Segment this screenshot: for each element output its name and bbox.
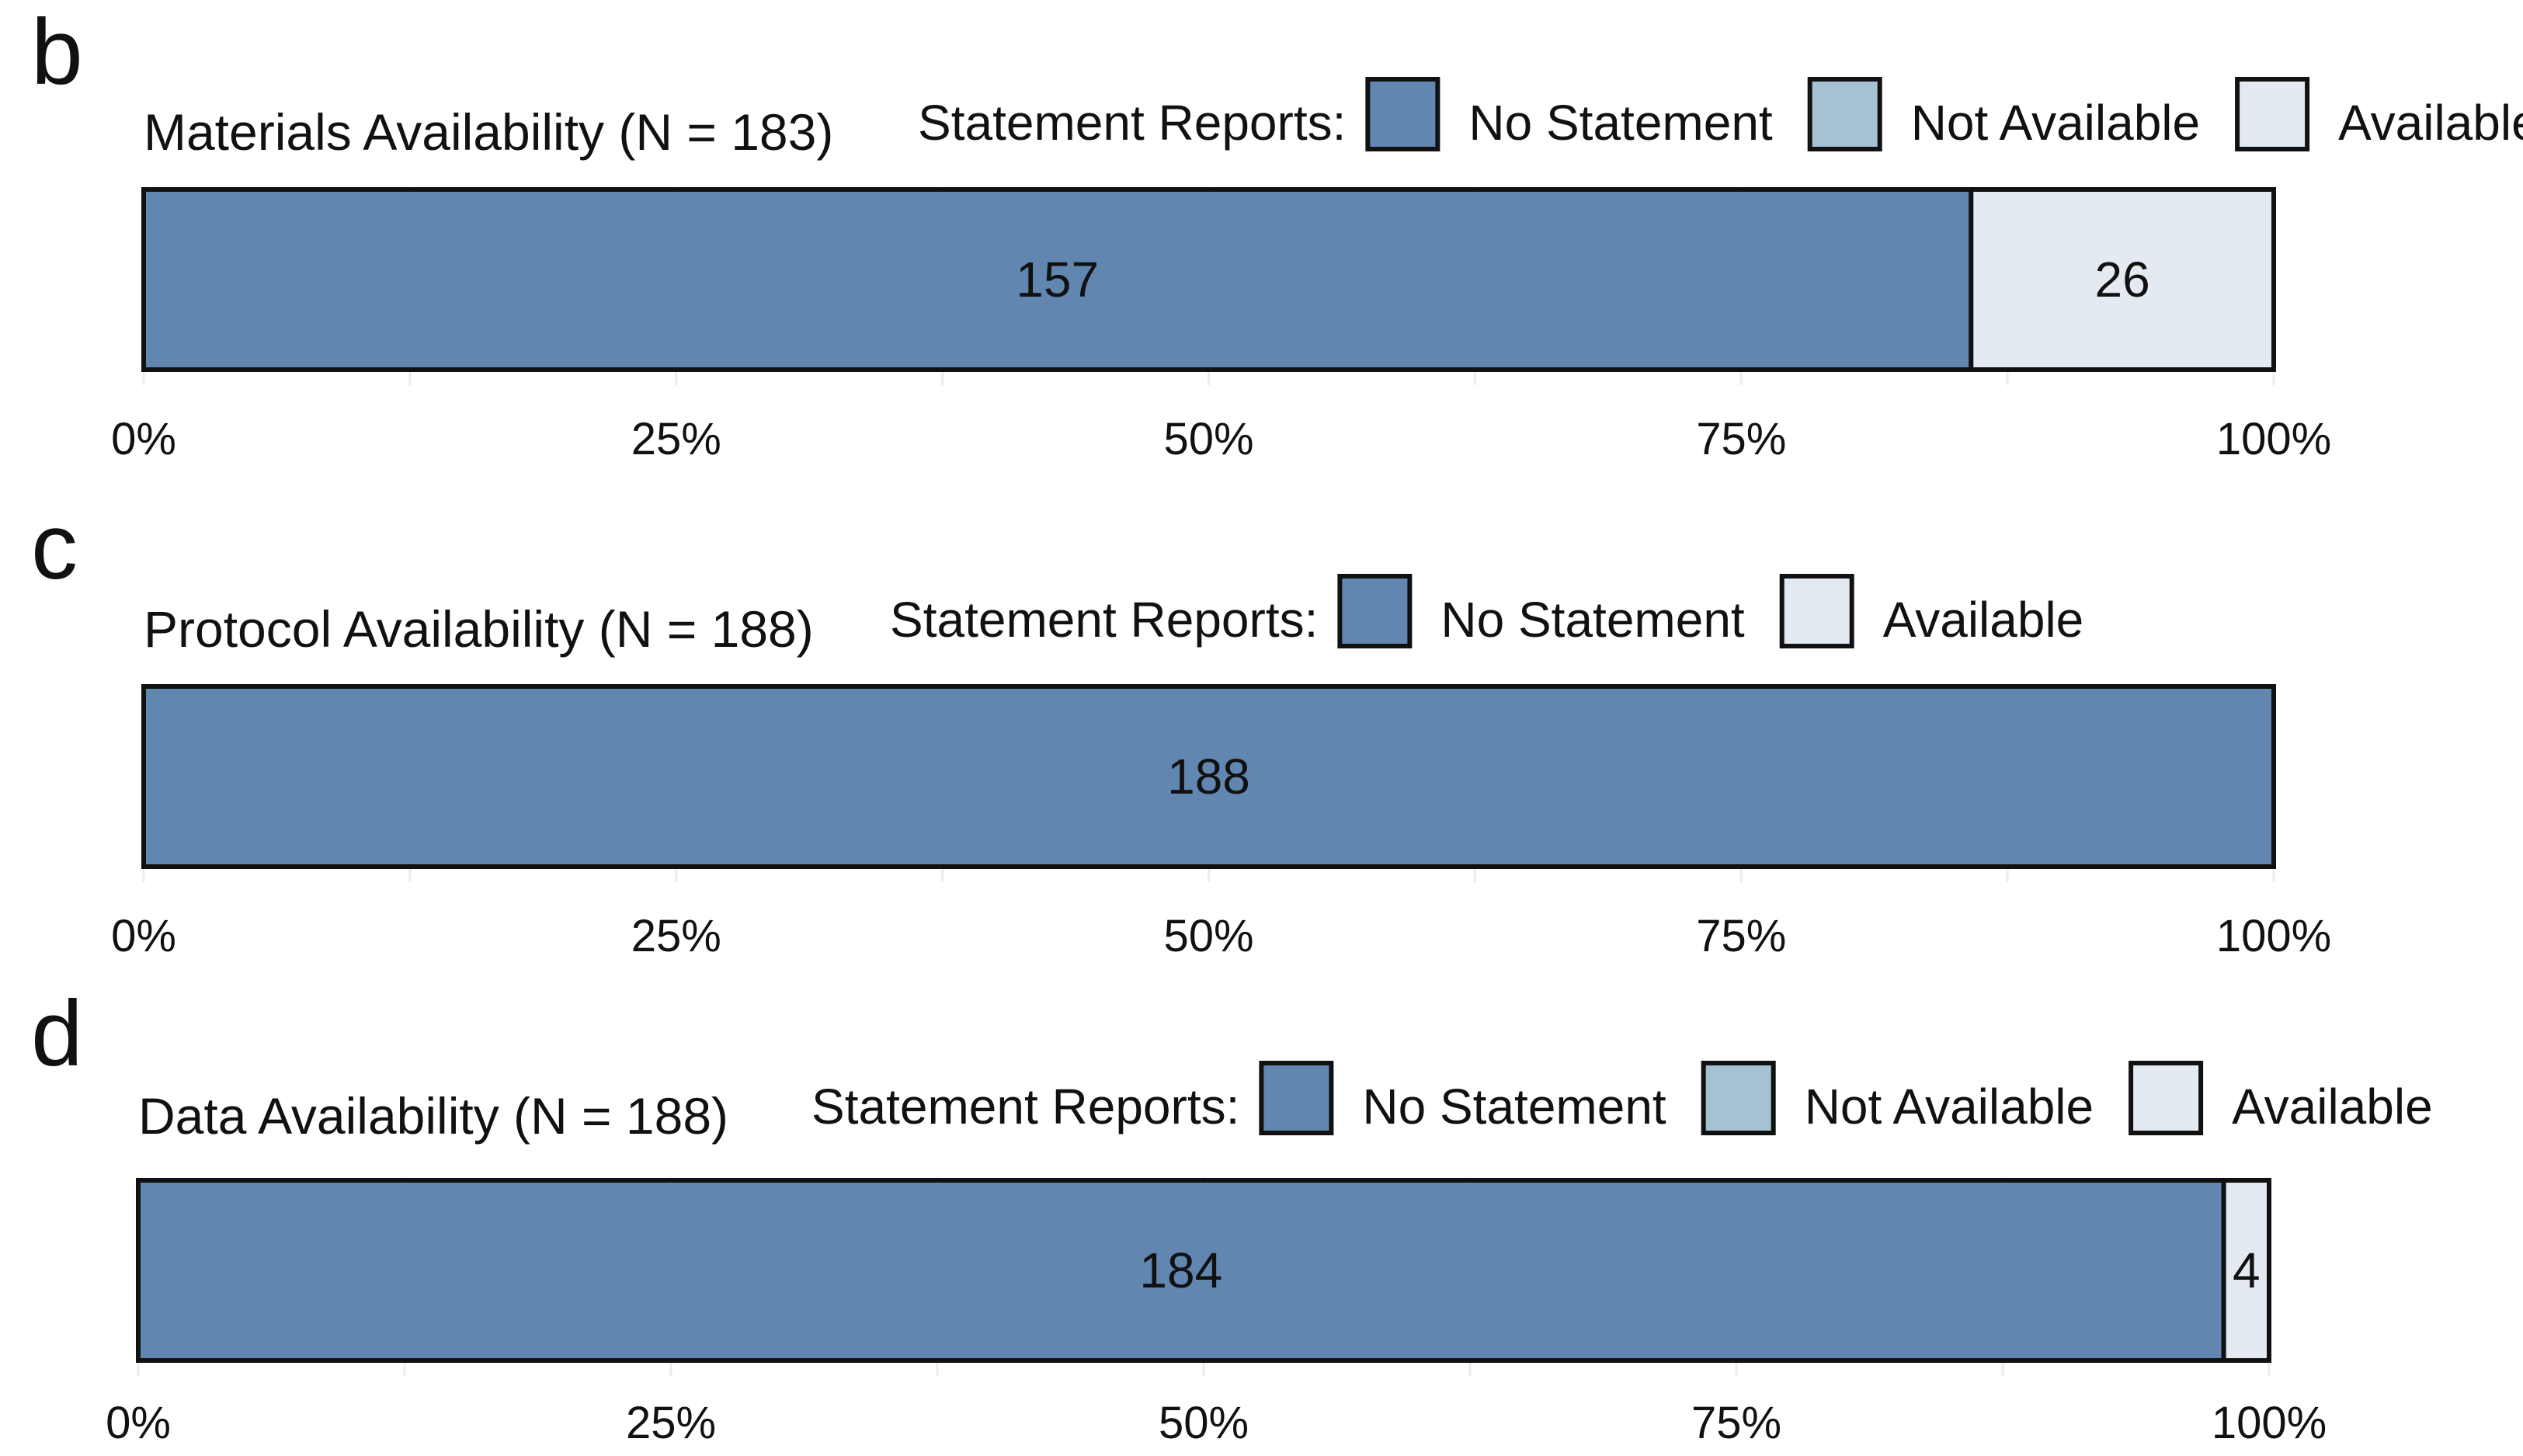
x-tick-label: 0% (111, 911, 176, 961)
bar-label-no-statement: 188 (1167, 749, 1250, 804)
x-tick-label: 50% (1163, 911, 1253, 961)
x-tick-label: 100% (2216, 911, 2331, 961)
legend-swatch-no-statement (1259, 1061, 1334, 1135)
legend-title: Statement Reports: (890, 592, 1318, 648)
bar-label-no-statement: 184 (1139, 1242, 1222, 1298)
x-tick-label: 50% (1159, 1398, 1249, 1448)
x-tick-label: 25% (631, 911, 721, 961)
bar-segment-no-statement (141, 684, 2276, 869)
panel-title: Data Availability (N = 188) (138, 1087, 728, 1145)
legend: Statement Reports: No Statement Not Availa… (918, 77, 2523, 151)
bar-label-available: 26 (2095, 252, 2150, 308)
panel-b: b Materials Availability (N = 183) Stateme… (31, 0, 2523, 464)
legend-label-not-available: Not Available (1805, 1079, 2094, 1135)
legend: Statement Reports: No Statement Not Availa… (811, 1061, 2433, 1135)
legend-label-available: Available (2232, 1079, 2433, 1135)
panel-letter: b (31, 0, 83, 104)
bar-label-available: 4 (2233, 1242, 2261, 1298)
stacked-bar: 184 4 (136, 1178, 2271, 1363)
legend-swatch-available (2129, 1061, 2204, 1135)
x-tick-label: 75% (1691, 1398, 1781, 1448)
x-tick-label: 75% (1696, 414, 1786, 464)
legend-swatch-not-available (1807, 77, 1882, 151)
panel-title: Materials Availability (N = 183) (144, 103, 833, 161)
legend-label-not-available: Not Available (1911, 95, 2200, 151)
bar-segment-no-statement (136, 1178, 2226, 1363)
x-tick-label: 0% (111, 414, 176, 464)
x-tick-label: 25% (631, 414, 721, 464)
bar-segment-available (1969, 187, 2277, 372)
legend-label-no-statement: No Statement (1440, 592, 1745, 648)
legend-swatch-no-statement (1365, 77, 1440, 151)
x-axis: 0% 25% 50% 75% 100% (111, 911, 2331, 961)
stacked-bar: 157 26 (141, 187, 2277, 372)
legend-swatch-available (1779, 574, 1854, 648)
x-axis: 0% 25% 50% 75% 100% (106, 1398, 2327, 1448)
panel-d: d Data Availability (N = 188) Statement Re… (31, 982, 2433, 1448)
legend: Statement Reports: No Statement Available (890, 574, 2084, 648)
legend-label-available: Available (2338, 95, 2523, 151)
legend-label-no-statement: No Statement (1362, 1079, 1666, 1135)
legend-label-no-statement: No Statement (1468, 95, 1773, 151)
panel-letter: c (31, 495, 78, 599)
legend-title: Statement Reports: (811, 1079, 1239, 1135)
x-tick-label: 0% (106, 1398, 171, 1448)
legend-swatch-not-available (1701, 1061, 1776, 1135)
x-axis: 0% 25% 50% 75% 100% (111, 414, 2331, 464)
panel-letter: d (31, 982, 83, 1086)
x-tick-label: 75% (1696, 911, 1786, 961)
x-tick-label: 25% (626, 1398, 716, 1448)
legend-swatch-available (2235, 77, 2310, 151)
legend-title: Statement Reports: (918, 95, 1346, 151)
bar-segment-available (2221, 1178, 2271, 1363)
legend-label-available: Available (1883, 592, 2084, 648)
stacked-bar: 188 (141, 684, 2276, 869)
x-tick-label: 100% (2216, 414, 2331, 464)
x-tick-label: 100% (2212, 1398, 2327, 1448)
bar-label-no-statement: 157 (1016, 252, 1099, 308)
panel-title: Protocol Availability (N = 188) (144, 600, 814, 658)
legend-swatch-no-statement (1337, 574, 1413, 648)
panel-c: c Protocol Availability (N = 188) Statemen… (31, 495, 2331, 961)
x-tick-label: 50% (1163, 414, 1253, 464)
